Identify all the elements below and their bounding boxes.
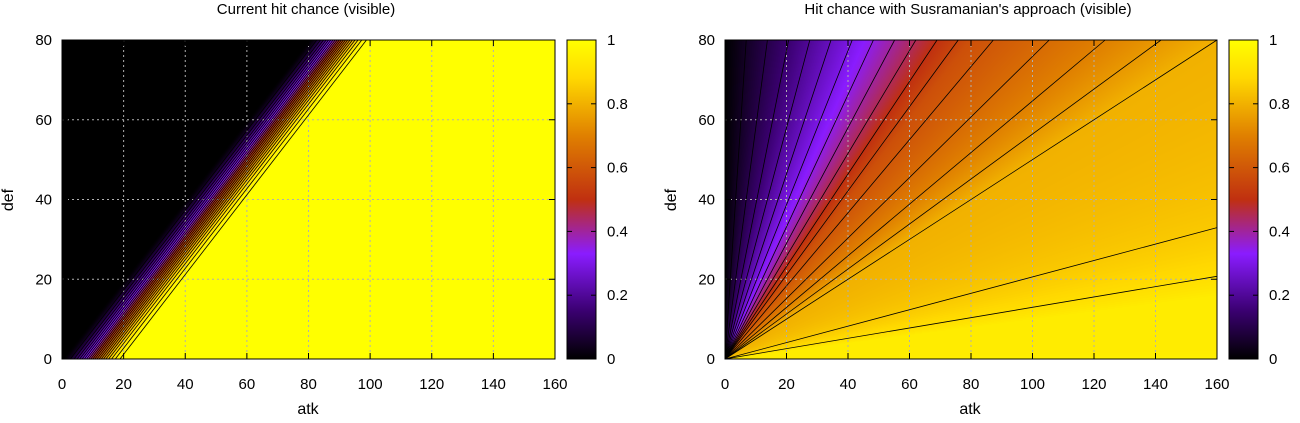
y-tick-label: 0 bbox=[44, 351, 52, 368]
x-tick-label: 100 bbox=[1020, 376, 1045, 393]
contour-line bbox=[70, 39, 318, 360]
y-tick-label: 20 bbox=[698, 271, 715, 288]
contour-line bbox=[111, 39, 359, 360]
contour-line bbox=[724, 39, 832, 360]
y-tick-label: 80 bbox=[698, 32, 715, 49]
x-tick-label: 80 bbox=[963, 376, 980, 393]
contour-line bbox=[84, 39, 332, 360]
colorbar-tick-label: 0.4 bbox=[607, 223, 628, 240]
chart-right-xticks: 0 20 40 60 80 100 120 140 160 bbox=[721, 40, 1230, 393]
x-tick-label: 80 bbox=[300, 376, 317, 393]
colorbar-tick-label: 0.6 bbox=[607, 160, 628, 177]
x-tick-label: 140 bbox=[1143, 376, 1168, 393]
contour-line bbox=[100, 39, 349, 360]
chart-left-colorbar bbox=[566, 39, 597, 360]
x-tick-label: 160 bbox=[1204, 376, 1229, 393]
y-tick-label: 20 bbox=[35, 271, 52, 288]
contour-line bbox=[724, 39, 994, 360]
contour-line bbox=[724, 39, 853, 360]
contour-line bbox=[94, 39, 342, 360]
colorbar-tick-label: 0 bbox=[1269, 351, 1277, 368]
contour-line bbox=[88, 39, 336, 360]
chart-right-xlabel: atk bbox=[959, 401, 981, 418]
contour-line bbox=[103, 39, 351, 360]
contour-line bbox=[73, 39, 321, 360]
x-tick-label: 100 bbox=[358, 376, 383, 393]
contour-line bbox=[114, 39, 363, 360]
y-tick-label: 0 bbox=[707, 351, 715, 368]
colorbar-tick-label: 1 bbox=[607, 32, 615, 49]
chart-right-colorbar-ticks: 0 0.2 0.4 0.6 0.8 1 bbox=[1229, 32, 1290, 368]
x-tick-label: 0 bbox=[721, 376, 729, 393]
contour-line bbox=[724, 39, 917, 360]
contour-line bbox=[724, 39, 896, 360]
colorbar-tick-label: 0.2 bbox=[1269, 287, 1290, 304]
chart-right-contours bbox=[724, 39, 1218, 360]
chart-right-yticks: 0 20 40 60 80 bbox=[698, 32, 1217, 368]
y-tick-label: 40 bbox=[35, 192, 52, 209]
colorbar-tick-label: 0.4 bbox=[1269, 223, 1290, 240]
contour-line bbox=[724, 39, 938, 360]
chart-left-xticks: 0 20 40 60 80 100 120 140 160 bbox=[58, 40, 568, 393]
contour-line bbox=[724, 39, 959, 360]
contour-line bbox=[724, 39, 1050, 360]
contour-line bbox=[724, 275, 1218, 360]
chart-left-contours bbox=[70, 39, 367, 360]
chart-left-colorbar-ticks: 0 0.2 0.4 0.6 0.8 1 bbox=[567, 32, 628, 368]
chart-left: Current hit chance (visible) 0 20 40 60 80 10… bbox=[0, 1, 628, 418]
x-tick-label: 40 bbox=[177, 376, 194, 393]
contour-line bbox=[76, 39, 324, 360]
contour-line bbox=[724, 39, 747, 360]
chart-right-title: Hit chance with Susramanian's approach (… bbox=[804, 1, 1131, 18]
contour-line bbox=[724, 227, 1218, 360]
chart-left-xlabel: atk bbox=[297, 401, 319, 418]
x-tick-label: 140 bbox=[481, 376, 506, 393]
colorbar-tick-label: 0.8 bbox=[607, 96, 628, 113]
x-tick-label: 20 bbox=[115, 376, 132, 393]
contour-line bbox=[90, 39, 338, 360]
chart-left-yticks: 0 20 40 60 80 bbox=[35, 32, 555, 368]
x-tick-label: 120 bbox=[1081, 376, 1106, 393]
chart-right-grid bbox=[725, 40, 1217, 359]
x-tick-label: 60 bbox=[901, 376, 918, 393]
colorbar-tick-label: 0 bbox=[607, 351, 615, 368]
chart-right-colorbar bbox=[1228, 39, 1259, 360]
chart-left-title: Current hit chance (visible) bbox=[217, 1, 395, 18]
contour-line bbox=[724, 39, 768, 360]
colorbar-tick-label: 1 bbox=[1269, 32, 1277, 49]
contour-line bbox=[92, 39, 340, 360]
x-tick-label: 20 bbox=[778, 376, 795, 393]
chart-right-ylabel: def bbox=[663, 188, 680, 211]
contour-line bbox=[96, 39, 344, 360]
contour-line bbox=[724, 39, 1218, 360]
contour-line bbox=[724, 39, 874, 360]
y-tick-label: 40 bbox=[698, 192, 715, 209]
chart-left-ylabel: def bbox=[0, 188, 17, 211]
x-tick-label: 0 bbox=[58, 376, 66, 393]
contour-line bbox=[105, 39, 353, 360]
colorbar-tick-label: 0.8 bbox=[1269, 96, 1290, 113]
colorbar-tick-label: 0.2 bbox=[607, 287, 628, 304]
contour-line bbox=[724, 39, 811, 360]
contour-line bbox=[108, 39, 356, 360]
contour-line bbox=[724, 39, 1106, 360]
y-tick-label: 60 bbox=[35, 112, 52, 129]
x-tick-label: 120 bbox=[419, 376, 444, 393]
contour-line bbox=[79, 39, 327, 360]
colorbar-tick-label: 0.6 bbox=[1269, 160, 1290, 177]
contour-line bbox=[98, 39, 346, 360]
y-tick-label: 80 bbox=[35, 32, 52, 49]
chart-right: Hit chance with Susramanian's approach (… bbox=[663, 1, 1290, 418]
x-tick-label: 160 bbox=[542, 376, 567, 393]
contour-line bbox=[81, 39, 329, 360]
x-tick-label: 40 bbox=[840, 376, 857, 393]
y-tick-label: 60 bbox=[698, 112, 715, 129]
contour-line bbox=[86, 39, 334, 360]
contour-line bbox=[119, 39, 367, 360]
x-tick-label: 60 bbox=[239, 376, 256, 393]
contour-line bbox=[724, 39, 790, 360]
contour-line bbox=[724, 39, 1162, 360]
